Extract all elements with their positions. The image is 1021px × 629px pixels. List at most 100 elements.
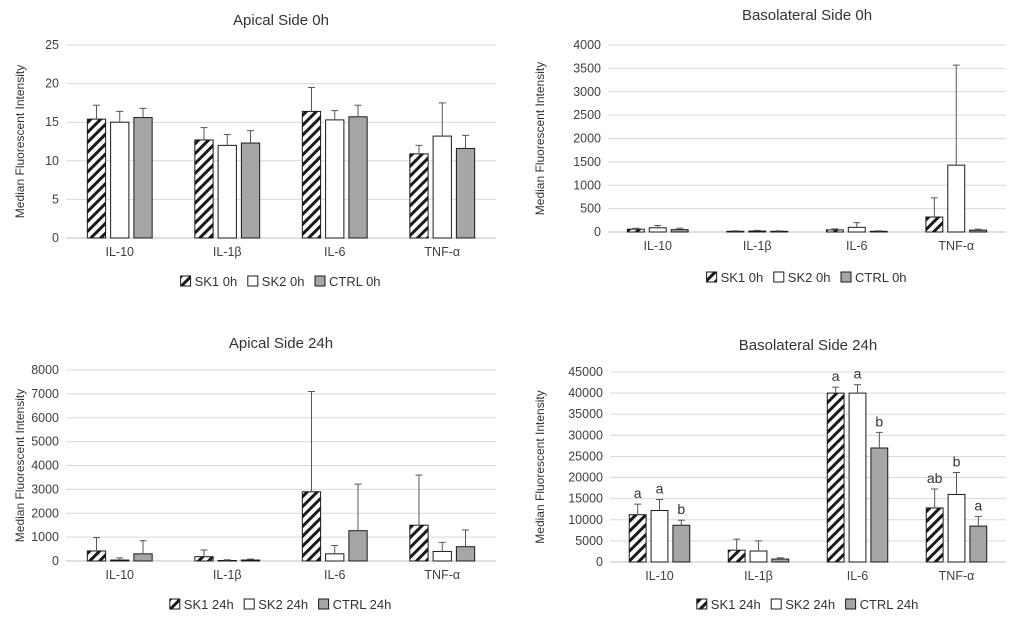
y-tick-label: 0 — [596, 555, 603, 569]
bar — [301, 110, 322, 239]
x-tick-label: TNF-α — [424, 245, 460, 259]
bar — [194, 556, 214, 562]
chart-title: Basolateral Side 24h — [739, 337, 877, 354]
y-tick-label: 45000 — [568, 365, 603, 379]
legend-swatch — [243, 598, 255, 610]
y-tick-label: 1000 — [31, 530, 59, 544]
bar — [726, 230, 745, 233]
y-tick-label: 5 — [52, 192, 59, 206]
y-tick-label: 0 — [52, 554, 59, 568]
x-tick-label: IL-1β — [744, 569, 773, 583]
x-tick-label: TNF-α — [939, 569, 975, 583]
bar — [194, 139, 214, 239]
y-tick-label: 2500 — [573, 108, 601, 122]
chart-apical-0h-svg: Apical Side 0h Median Fluorescent Intensi… — [13, 12, 496, 289]
bar — [455, 546, 476, 562]
significance-label: b — [875, 413, 883, 429]
bar — [748, 230, 767, 233]
y-axis-label: Median Fluorescent Intensity — [533, 390, 547, 543]
y-tick-label: 500 — [580, 202, 601, 216]
y-tick-label: 3000 — [573, 85, 601, 99]
x-tick-label: IL-6 — [324, 245, 346, 259]
significance-label: a — [832, 368, 840, 384]
y-tick-label: 15 — [45, 115, 59, 129]
bar — [749, 550, 768, 563]
legend-swatch — [180, 275, 192, 287]
chart-basolateral-24h: Basolateral Side 24h Median Fluorescent I… — [510, 312, 1021, 624]
legend-label: SK2 24h — [785, 597, 835, 612]
significance-label: b — [677, 501, 685, 517]
y-tick-label: 1000 — [573, 178, 601, 192]
chart-basolateral-24h-svg: Basolateral Side 24h Median Fluorescent I… — [533, 337, 1006, 612]
bar — [325, 553, 345, 562]
y-tick-label: 7000 — [31, 387, 59, 401]
y-tick-label: 3000 — [31, 482, 59, 496]
chart-apical-24h: Apical Side 24h Median Fluorescent Intens… — [0, 312, 510, 624]
x-tick-label: IL-6 — [847, 569, 869, 583]
x-tick-label: IL-1β — [213, 568, 242, 582]
legend-label: SK2 0h — [262, 274, 305, 289]
y-axis-label: Median Fluorescent Intensity — [533, 62, 547, 215]
legend-label: CTRL 24h — [860, 597, 919, 612]
y-tick-label: 10 — [45, 154, 59, 168]
bar — [240, 142, 261, 239]
bar — [925, 216, 944, 233]
bar — [670, 229, 689, 233]
bar — [947, 493, 966, 563]
bar — [648, 227, 667, 233]
x-tick-label: IL-10 — [645, 569, 674, 583]
y-tick-label: 25 — [45, 38, 59, 52]
legend-swatch — [169, 598, 181, 610]
bar — [969, 229, 988, 233]
y-tick-label: 4000 — [573, 38, 601, 52]
significance-label: a — [854, 366, 862, 382]
y-tick-label: 0 — [594, 225, 601, 239]
chart-title: Basolateral Side 0h — [742, 7, 872, 24]
bar — [628, 514, 647, 563]
legend-swatch — [845, 598, 857, 610]
bar — [770, 230, 789, 233]
significance-label: a — [974, 497, 982, 513]
bar — [409, 153, 429, 239]
y-axis-label: Median Fluorescent Intensity — [13, 65, 27, 218]
legend-swatch — [247, 275, 259, 287]
x-tick-label: TNF-α — [938, 239, 974, 253]
bar — [240, 559, 261, 562]
x-tick-label: TNF-α — [424, 568, 460, 582]
bar — [217, 560, 237, 562]
chart-apical-0h: Apical Side 0h Median Fluorescent Intensi… — [0, 0, 510, 312]
bar — [650, 509, 669, 563]
bar — [947, 164, 966, 233]
legend-label: SK1 0h — [195, 274, 238, 289]
legend-label: CTRL 0h — [329, 274, 381, 289]
bar — [869, 230, 888, 233]
legend-label: SK2 24h — [258, 597, 308, 612]
bar — [432, 550, 452, 562]
legend-label: SK1 0h — [721, 270, 764, 285]
x-tick-label: IL-6 — [846, 239, 868, 253]
legend-swatch — [773, 271, 785, 283]
legend-swatch — [314, 275, 326, 287]
y-tick-label: 3500 — [573, 61, 601, 75]
y-tick-label: 10000 — [568, 513, 603, 527]
legend-label: SK2 0h — [788, 270, 831, 285]
bar — [348, 530, 368, 562]
y-tick-label: 6000 — [31, 411, 59, 425]
y-tick-label: 2000 — [31, 506, 59, 520]
bar — [110, 121, 130, 239]
y-tick-label: 5000 — [575, 534, 603, 548]
x-tick-label: IL-6 — [324, 568, 346, 582]
chart-title: Apical Side 0h — [233, 12, 329, 29]
x-tick-label: IL-10 — [106, 245, 135, 259]
y-tick-label: 1500 — [573, 155, 601, 169]
x-tick-label: IL-1β — [213, 245, 242, 259]
x-tick-label: IL-1β — [743, 239, 772, 253]
x-tick-label: IL-10 — [106, 568, 135, 582]
y-tick-label: 40000 — [568, 386, 603, 400]
bar — [409, 524, 429, 562]
bar — [925, 507, 944, 563]
legend-swatch — [318, 598, 330, 610]
legend-label: CTRL 24h — [333, 597, 392, 612]
bar — [672, 524, 691, 563]
bar — [870, 447, 889, 563]
